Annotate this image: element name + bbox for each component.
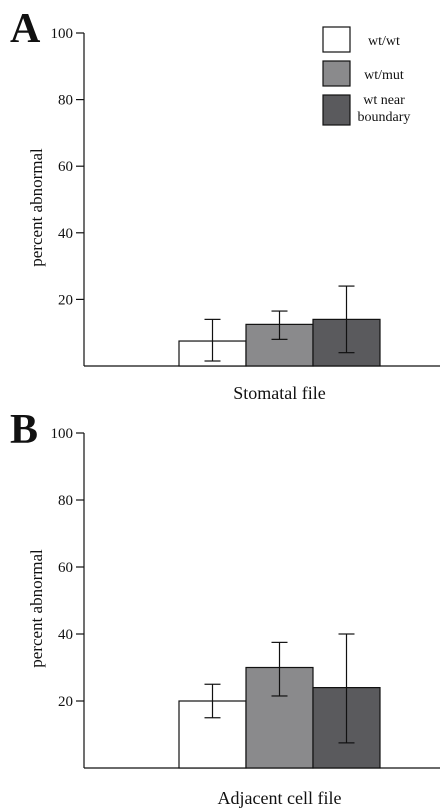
x-axis-label: Adjacent cell file <box>218 788 342 808</box>
y-axis-title: percent abnormal <box>27 148 46 267</box>
legend-swatch <box>322 26 351 53</box>
legend-swatch <box>322 60 351 87</box>
legend-label: wt/wt <box>368 34 400 49</box>
y-tick-label: 40 <box>58 226 73 242</box>
y-axis-title: percent abnormal <box>27 549 46 668</box>
panel-b: B 20 40 60 80 100 percent abnormal Adjacent cel… <box>10 407 440 808</box>
panel-letter: B <box>10 407 38 453</box>
panel-letter: A <box>10 6 41 52</box>
y-tick-label: 60 <box>58 560 73 576</box>
y-tick-label: 80 <box>58 93 73 109</box>
y-tick-label: 40 <box>58 627 73 643</box>
legend-label: wt near <box>363 93 405 108</box>
y-tick-label: 100 <box>51 426 74 442</box>
legend-label: boundary <box>358 110 411 125</box>
x-axis-label: Stomatal file <box>233 383 325 403</box>
y-tick-label: 60 <box>58 159 73 175</box>
panel-a: A 20 40 60 80 100 percent abnormal Stomatal fil… <box>10 6 440 403</box>
y-tick-label: 100 <box>51 26 74 42</box>
y-tick-label: 20 <box>58 694 73 710</box>
y-tick-label: 80 <box>58 493 73 509</box>
legend: wt/wt wt/mut wt near boundary <box>322 26 411 126</box>
y-tick-label: 20 <box>58 292 73 308</box>
legend-label: wt/mut <box>364 68 404 83</box>
legend-swatch <box>322 94 351 126</box>
